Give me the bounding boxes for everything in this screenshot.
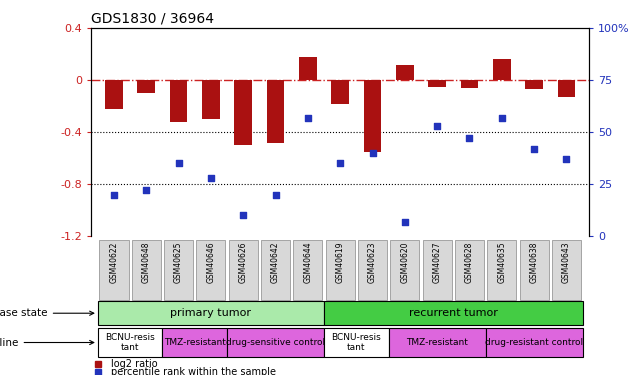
FancyBboxPatch shape xyxy=(486,328,583,357)
FancyBboxPatch shape xyxy=(358,240,387,300)
Text: BCNU-resis
tant: BCNU-resis tant xyxy=(105,333,155,352)
Bar xyxy=(234,80,252,145)
Point xyxy=(303,115,313,121)
FancyBboxPatch shape xyxy=(324,328,389,357)
FancyBboxPatch shape xyxy=(261,240,290,300)
FancyBboxPatch shape xyxy=(98,301,324,325)
FancyBboxPatch shape xyxy=(163,328,227,357)
Text: recurrent tumor: recurrent tumor xyxy=(409,308,498,318)
FancyBboxPatch shape xyxy=(164,240,193,300)
FancyBboxPatch shape xyxy=(391,240,420,300)
FancyBboxPatch shape xyxy=(423,240,452,300)
Text: GSM40623: GSM40623 xyxy=(368,242,377,283)
Bar xyxy=(558,80,575,97)
Text: primary tumor: primary tumor xyxy=(171,308,251,318)
Text: drug-sensitive control: drug-sensitive control xyxy=(226,338,325,347)
Point xyxy=(141,188,151,194)
Point xyxy=(464,135,474,141)
FancyBboxPatch shape xyxy=(132,240,161,300)
Point xyxy=(367,150,377,156)
Point xyxy=(238,212,248,218)
Text: GSM40619: GSM40619 xyxy=(336,242,345,283)
Point xyxy=(270,192,280,198)
Point xyxy=(400,219,410,225)
Point xyxy=(529,146,539,152)
FancyBboxPatch shape xyxy=(520,240,549,300)
Text: GSM40648: GSM40648 xyxy=(142,242,151,283)
Bar xyxy=(137,80,155,93)
Text: GSM40625: GSM40625 xyxy=(174,242,183,283)
Point xyxy=(335,160,345,166)
Text: log2 ratio: log2 ratio xyxy=(111,359,158,369)
FancyBboxPatch shape xyxy=(487,240,517,300)
Bar xyxy=(396,64,414,80)
Bar xyxy=(428,80,446,87)
Text: disease state: disease state xyxy=(0,308,94,318)
Bar xyxy=(266,80,285,142)
Point xyxy=(109,192,119,198)
Bar xyxy=(493,59,511,80)
Point xyxy=(206,175,216,181)
Text: GSM40646: GSM40646 xyxy=(207,242,215,283)
FancyBboxPatch shape xyxy=(389,328,486,357)
Point xyxy=(432,123,442,129)
FancyBboxPatch shape xyxy=(227,328,324,357)
Text: drug-resistant control: drug-resistant control xyxy=(485,338,583,347)
FancyBboxPatch shape xyxy=(552,240,581,300)
Bar xyxy=(525,80,543,89)
Text: GSM40628: GSM40628 xyxy=(465,242,474,283)
Text: GSM40643: GSM40643 xyxy=(562,242,571,283)
Text: percentile rank within the sample: percentile rank within the sample xyxy=(111,368,276,375)
Bar xyxy=(202,80,220,119)
FancyBboxPatch shape xyxy=(100,240,129,300)
Text: GSM40644: GSM40644 xyxy=(304,242,312,283)
Text: cell line: cell line xyxy=(0,338,94,348)
FancyBboxPatch shape xyxy=(326,240,355,300)
Text: TMZ-resistant: TMZ-resistant xyxy=(164,338,226,347)
FancyBboxPatch shape xyxy=(455,240,484,300)
FancyBboxPatch shape xyxy=(294,240,323,300)
Text: TMZ-resistant: TMZ-resistant xyxy=(406,338,468,347)
FancyBboxPatch shape xyxy=(229,240,258,300)
Bar xyxy=(331,80,349,104)
Text: GSM40620: GSM40620 xyxy=(400,242,410,283)
Bar xyxy=(169,80,188,122)
Text: GSM40626: GSM40626 xyxy=(239,242,248,283)
Point xyxy=(174,160,184,166)
Bar xyxy=(299,57,317,80)
Point xyxy=(496,115,507,121)
Bar xyxy=(364,80,381,152)
Text: GSM40627: GSM40627 xyxy=(433,242,442,283)
Bar xyxy=(461,80,478,88)
Text: GSM40635: GSM40635 xyxy=(497,242,507,283)
Text: GSM40638: GSM40638 xyxy=(530,242,539,283)
FancyBboxPatch shape xyxy=(197,240,226,300)
Text: BCNU-resis
tant: BCNU-resis tant xyxy=(331,333,381,352)
Point xyxy=(561,156,571,162)
Text: GSM40622: GSM40622 xyxy=(110,242,118,283)
Bar xyxy=(105,80,123,109)
Text: GSM40642: GSM40642 xyxy=(271,242,280,283)
FancyBboxPatch shape xyxy=(324,301,583,325)
Text: GDS1830 / 36964: GDS1830 / 36964 xyxy=(91,12,214,26)
FancyBboxPatch shape xyxy=(98,328,163,357)
